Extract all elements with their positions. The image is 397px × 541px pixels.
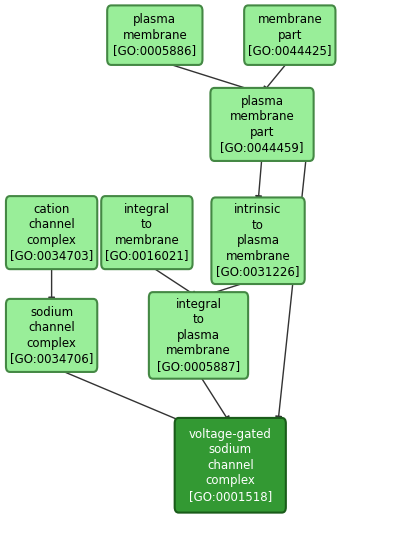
- FancyBboxPatch shape: [6, 299, 97, 372]
- FancyBboxPatch shape: [211, 197, 305, 284]
- Text: voltage-gated
sodium
channel
complex
[GO:0001518]: voltage-gated sodium channel complex [GO…: [189, 428, 272, 503]
- Text: plasma
membrane
part
[GO:0044459]: plasma membrane part [GO:0044459]: [220, 95, 304, 154]
- Text: plasma
membrane
[GO:0005886]: plasma membrane [GO:0005886]: [113, 13, 197, 57]
- Text: integral
to
membrane
[GO:0016021]: integral to membrane [GO:0016021]: [105, 203, 189, 262]
- FancyBboxPatch shape: [244, 5, 335, 65]
- Text: cation
channel
complex
[GO:0034703]: cation channel complex [GO:0034703]: [10, 203, 93, 262]
- FancyBboxPatch shape: [175, 418, 286, 513]
- Text: integral
to
plasma
membrane
[GO:0005887]: integral to plasma membrane [GO:0005887]: [157, 298, 240, 373]
- FancyBboxPatch shape: [149, 292, 248, 379]
- Text: membrane
part
[GO:0044425]: membrane part [GO:0044425]: [248, 13, 331, 57]
- Text: sodium
channel
complex
[GO:0034706]: sodium channel complex [GO:0034706]: [10, 306, 93, 365]
- FancyBboxPatch shape: [6, 196, 97, 269]
- Text: intrinsic
to
plasma
membrane
[GO:0031226]: intrinsic to plasma membrane [GO:0031226…: [216, 203, 300, 278]
- FancyBboxPatch shape: [101, 196, 193, 269]
- FancyBboxPatch shape: [107, 5, 202, 65]
- FancyBboxPatch shape: [210, 88, 314, 161]
